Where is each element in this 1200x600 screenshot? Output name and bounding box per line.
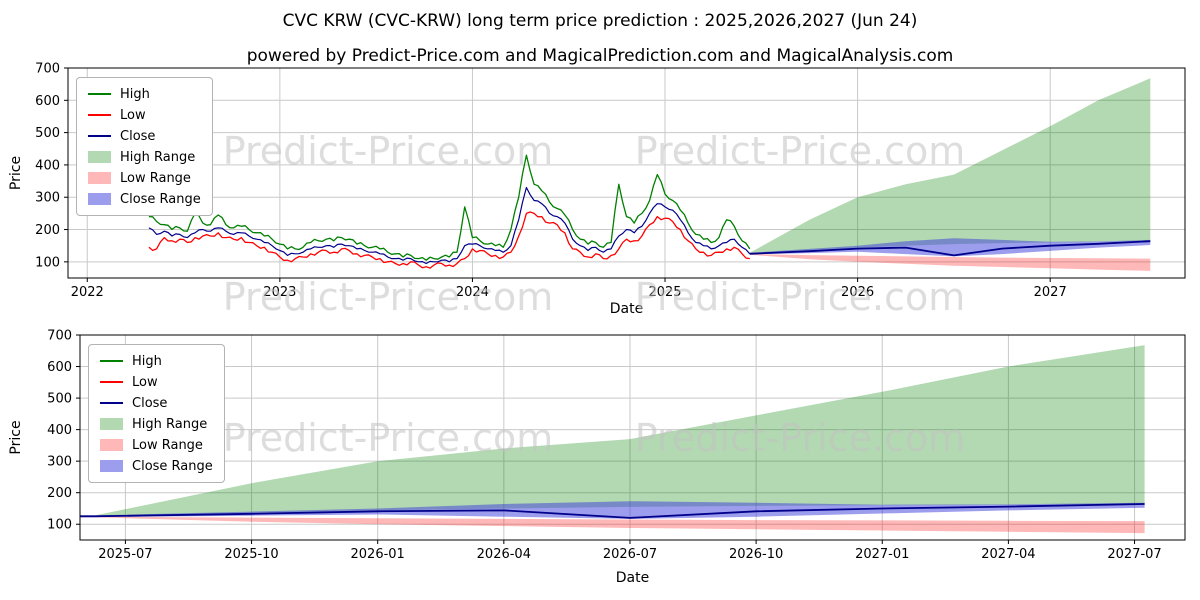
legend-label: Low Range bbox=[132, 437, 203, 453]
y-tick-label: 200 bbox=[47, 486, 72, 501]
legend-swatch-high-range bbox=[100, 418, 123, 430]
legend-label: Close bbox=[120, 128, 156, 144]
x-tick-label: 2025-07 bbox=[98, 547, 152, 562]
y-tick-label: 400 bbox=[35, 158, 60, 173]
legend-swatch-high bbox=[100, 360, 123, 362]
x-tick-label: 2027 bbox=[1034, 285, 1067, 300]
legend-swatch-high-range bbox=[88, 151, 111, 163]
legend-label: Low bbox=[120, 107, 146, 123]
legend-swatch-close bbox=[100, 402, 123, 404]
low-range-band bbox=[749, 254, 1151, 271]
legend-label: Low bbox=[132, 374, 158, 390]
x-tick-label: 2024 bbox=[456, 285, 489, 300]
legend-top: High Low Close High Range Low Range Close Ran… bbox=[76, 77, 213, 216]
x-tick-label: 2026-01 bbox=[351, 547, 405, 562]
x-axis-label: Date bbox=[616, 570, 649, 586]
legend-item-close: Close bbox=[88, 128, 201, 144]
x-tick-label: 2026 bbox=[841, 285, 874, 300]
high-range-band bbox=[749, 78, 1151, 254]
legend-item-low: Low bbox=[88, 107, 201, 123]
legend-item-close-range: Close Range bbox=[88, 191, 201, 207]
watermark-text: Predict-Price.com bbox=[635, 416, 966, 460]
low-range-band bbox=[80, 516, 1145, 534]
watermark-text: Predict-Price.com bbox=[223, 416, 554, 460]
legend-bottom: High Low Close High Range Low Range Close Ran… bbox=[88, 344, 225, 483]
legend-item-close: Close bbox=[100, 395, 213, 411]
x-tick-label: 2025-10 bbox=[224, 547, 278, 562]
y-tick-label: 200 bbox=[35, 223, 60, 238]
x-tick-label: 2026-04 bbox=[477, 547, 531, 562]
x-tick-label: 2026-10 bbox=[729, 547, 783, 562]
high-range-band bbox=[80, 345, 1145, 516]
watermark-text: Predict-Price.com bbox=[223, 129, 554, 173]
y-tick-label: 500 bbox=[35, 126, 60, 141]
watermark-text: Predict-Price.com bbox=[635, 275, 966, 319]
legend-swatch-low bbox=[100, 381, 123, 383]
y-tick-label: 700 bbox=[35, 62, 60, 77]
legend-label: High bbox=[120, 86, 150, 102]
x-tick-label: 2027-04 bbox=[981, 547, 1035, 562]
watermark-text: Predict-Price.com bbox=[223, 275, 554, 319]
legend-label: Low Range bbox=[120, 170, 191, 186]
legend-item-low-range: Low Range bbox=[88, 170, 201, 186]
y-tick-label: 600 bbox=[35, 94, 60, 109]
legend-swatch-close-range bbox=[88, 193, 111, 205]
y-axis-label: Price bbox=[8, 420, 24, 454]
high-line bbox=[148, 154, 751, 261]
close-range-band bbox=[80, 501, 1145, 519]
y-tick-label: 100 bbox=[35, 255, 60, 270]
legend-swatch-close bbox=[88, 135, 111, 137]
x-tick-label: 2027-01 bbox=[855, 547, 909, 562]
legend-swatch-low bbox=[88, 114, 111, 116]
legend-label: Close Range bbox=[120, 191, 201, 207]
forecast-close-line bbox=[80, 503, 1145, 519]
y-axis-label: Price bbox=[8, 156, 24, 190]
x-tick-label: 2023 bbox=[263, 285, 296, 300]
plot-border bbox=[79, 334, 1186, 541]
legend-swatch-high bbox=[88, 93, 111, 95]
chart-title: CVC KRW (CVC-KRW) long term price predic… bbox=[282, 11, 918, 31]
legend-item-close-range: Close Range bbox=[100, 458, 213, 474]
low-line bbox=[148, 211, 750, 269]
legend-label: Close bbox=[132, 395, 168, 411]
forecast-close-line bbox=[749, 240, 1151, 257]
chart-subtitle: powered by Predict-Price.com and Magical… bbox=[246, 46, 954, 66]
y-tick-label: 300 bbox=[47, 455, 72, 470]
legend-label: High Range bbox=[132, 416, 208, 432]
watermark-text: Predict-Price.com bbox=[635, 129, 966, 173]
legend-label: High bbox=[132, 353, 162, 369]
legend-label: High Range bbox=[120, 149, 196, 165]
legend-item-low-range: Low Range bbox=[100, 437, 213, 453]
plot-border bbox=[67, 67, 1186, 279]
close-line bbox=[148, 186, 751, 265]
y-tick-label: 600 bbox=[47, 360, 72, 375]
y-tick-label: 300 bbox=[35, 191, 60, 206]
legend-swatch-low-range bbox=[100, 439, 123, 451]
x-tick-label: 2026-07 bbox=[603, 547, 657, 562]
legend-swatch-close-range bbox=[100, 460, 123, 472]
legend-swatch-low-range bbox=[88, 172, 111, 184]
legend-item-high: High bbox=[100, 353, 213, 369]
x-tick-label: 2022 bbox=[71, 285, 104, 300]
legend-item-high: High bbox=[88, 86, 201, 102]
legend-item-high-range: High Range bbox=[88, 149, 201, 165]
y-tick-label: 500 bbox=[47, 392, 72, 407]
legend-label: Close Range bbox=[132, 458, 213, 474]
x-tick-label: 2025 bbox=[648, 285, 681, 300]
x-tick-label: 2027-07 bbox=[1107, 547, 1161, 562]
x-axis-label: Date bbox=[610, 301, 643, 317]
y-tick-label: 700 bbox=[47, 329, 72, 344]
legend-item-high-range: High Range bbox=[100, 416, 213, 432]
y-tick-label: 100 bbox=[47, 518, 72, 533]
legend-item-low: Low bbox=[100, 374, 213, 390]
y-tick-label: 400 bbox=[47, 423, 72, 438]
close-range-band bbox=[749, 238, 1151, 257]
